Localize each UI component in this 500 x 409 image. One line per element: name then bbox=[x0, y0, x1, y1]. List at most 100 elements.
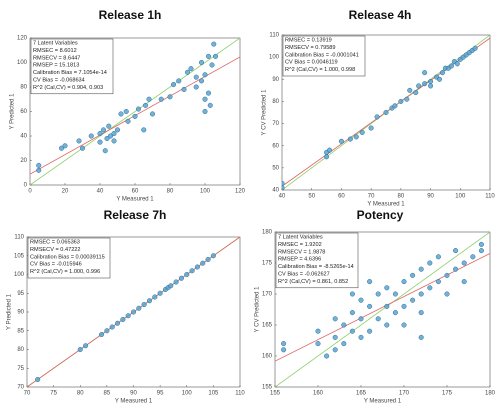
y-axis-label: Y CV Predicted 1 bbox=[255, 286, 261, 333]
annotation-line: R^2 (Cal,CV) = 1.000, 0.998 bbox=[285, 67, 355, 73]
x-tick-label: 170 bbox=[399, 391, 410, 397]
data-point bbox=[367, 279, 373, 285]
data-point bbox=[384, 303, 390, 309]
data-point bbox=[470, 254, 476, 260]
chart-title: Release 4h bbox=[349, 8, 412, 22]
annotation-line: Calibration Bias = -8.5265e-14 bbox=[278, 264, 354, 270]
x-tick-label: 90 bbox=[427, 194, 434, 200]
annotation-line: R^2 (Cal,CV) = 0.904, 0.903 bbox=[33, 85, 103, 91]
data-point bbox=[106, 123, 112, 129]
data-point bbox=[349, 310, 355, 316]
data-point bbox=[107, 133, 114, 139]
data-point bbox=[207, 102, 213, 108]
y-tick-label: 80 bbox=[20, 85, 27, 91]
data-point bbox=[136, 305, 142, 311]
data-point bbox=[358, 316, 364, 322]
annotation-box bbox=[27, 237, 111, 279]
y-tick-label: 60 bbox=[20, 109, 27, 115]
data-point bbox=[202, 96, 208, 102]
data-point bbox=[367, 303, 373, 309]
data-point bbox=[315, 328, 321, 334]
data-point bbox=[123, 108, 129, 115]
fit-line bbox=[275, 253, 490, 362]
data-point bbox=[202, 108, 208, 115]
data-point bbox=[88, 133, 94, 139]
data-point bbox=[209, 62, 215, 68]
data-point bbox=[418, 310, 424, 316]
data-point bbox=[384, 285, 390, 291]
data-point bbox=[205, 256, 211, 263]
data-point bbox=[453, 248, 459, 254]
data-point bbox=[427, 285, 433, 291]
y-axis-label: Y Predicted 1 bbox=[7, 293, 13, 330]
y-tick-label: 90 bbox=[17, 310, 24, 316]
data-point bbox=[152, 294, 158, 300]
x-tick-label: 40 bbox=[97, 189, 104, 195]
annotation-line: 7 Latent Variables bbox=[278, 234, 323, 240]
data-point bbox=[104, 135, 110, 141]
x-tick-label: 60 bbox=[338, 194, 345, 200]
data-point bbox=[120, 316, 126, 323]
annotation-line: RMSECV = 0.47222 bbox=[30, 247, 81, 253]
data-point bbox=[332, 334, 338, 340]
data-point bbox=[410, 272, 416, 278]
data-point bbox=[453, 266, 459, 272]
data-point bbox=[338, 138, 344, 144]
data-point bbox=[149, 111, 156, 117]
y-tick-label: 100 bbox=[269, 55, 280, 61]
x-axis-label: Y Measured 1 bbox=[364, 399, 402, 405]
data-point bbox=[428, 78, 434, 85]
data-point bbox=[35, 376, 41, 383]
data-point bbox=[418, 291, 424, 297]
data-point bbox=[205, 90, 212, 96]
data-point bbox=[428, 83, 434, 89]
data-point bbox=[212, 53, 219, 59]
data-point bbox=[97, 139, 103, 145]
y-tick-label: 110 bbox=[269, 33, 279, 39]
y-tick-label: 170 bbox=[262, 292, 273, 298]
annotation-line: CV Bias = -0.062627 bbox=[278, 271, 330, 277]
data-point bbox=[184, 69, 191, 75]
x-tick-label: 60 bbox=[132, 189, 139, 195]
annotation-box bbox=[282, 35, 366, 77]
data-point bbox=[141, 127, 147, 133]
annotation-line: RMSEC = 0.13919 bbox=[285, 37, 332, 43]
data-point bbox=[205, 53, 212, 59]
data-point bbox=[135, 106, 142, 112]
data-point bbox=[401, 322, 407, 328]
y-tick-label: 50 bbox=[272, 165, 279, 171]
data-point bbox=[76, 138, 82, 144]
annotation-line: RMSECV = 0.79589 bbox=[285, 45, 336, 51]
data-point bbox=[359, 129, 365, 135]
x-tick-label: 70 bbox=[24, 391, 31, 397]
annotation-line: R^2 (Cal,CV) = 1.000, 0.996 bbox=[30, 269, 100, 275]
x-tick-label: 85 bbox=[104, 391, 111, 397]
y-tick-label: 40 bbox=[272, 188, 279, 194]
data-point bbox=[132, 113, 138, 119]
data-point bbox=[413, 90, 419, 96]
data-point bbox=[410, 297, 416, 303]
x-axis-label: Y Measured 1 bbox=[115, 399, 153, 405]
y-tick-label: 80 bbox=[272, 99, 279, 105]
annotation-line: Calibration Bias = -0.0001041 bbox=[285, 52, 359, 58]
data-point bbox=[324, 353, 330, 359]
data-point bbox=[374, 114, 380, 120]
data-point bbox=[358, 334, 364, 340]
y-tick-label: 70 bbox=[17, 385, 24, 391]
annotation-box bbox=[30, 38, 114, 95]
plot-layer bbox=[27, 237, 240, 387]
data-point bbox=[472, 45, 478, 51]
data-point bbox=[353, 134, 359, 140]
annotation-line: Calibration Bias = 7.1054e-14 bbox=[33, 70, 107, 76]
data-point bbox=[478, 241, 484, 247]
y-tick-label: 175 bbox=[262, 261, 273, 267]
data-point bbox=[444, 291, 450, 297]
annotation-line: RMSEC = 0.065363 bbox=[30, 239, 80, 245]
annotation-line: 7 Latent Variables bbox=[33, 40, 78, 46]
y-tick-label: 80 bbox=[17, 347, 24, 353]
y-tick-label: 180 bbox=[262, 230, 273, 236]
data-point bbox=[189, 268, 195, 274]
data-point bbox=[125, 118, 131, 124]
data-point bbox=[176, 78, 182, 84]
